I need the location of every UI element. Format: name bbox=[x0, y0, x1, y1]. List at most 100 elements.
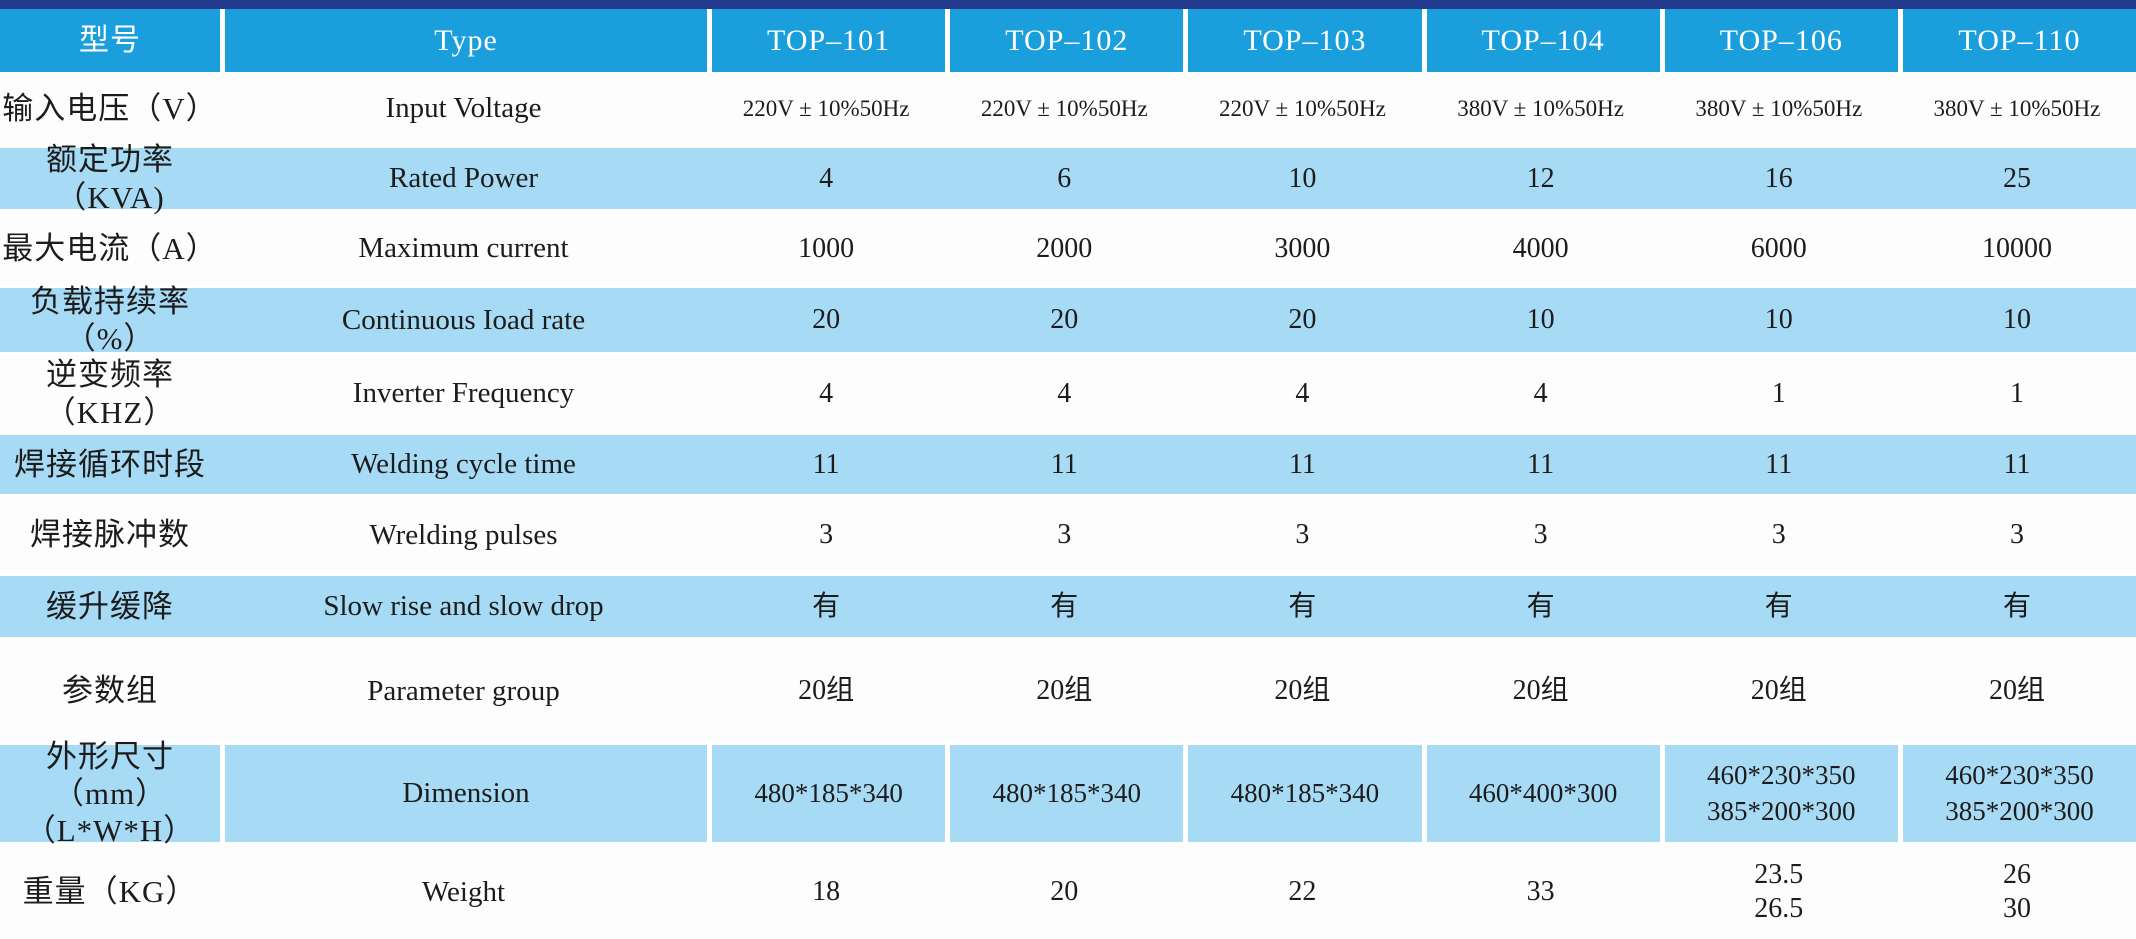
spec-value-cell: 25 bbox=[2002, 162, 2031, 194]
row-label-zh: 缓升缓降 bbox=[46, 588, 174, 624]
spec-value-cell: 有 bbox=[2002, 590, 2031, 622]
spec-value-cell: 2000 bbox=[1036, 232, 1093, 264]
spec-value-cell: 4 bbox=[819, 377, 834, 409]
spec-value-cell: 3 bbox=[1295, 519, 1310, 551]
row-label-en: Slow rise and slow drop bbox=[323, 590, 604, 623]
row-label-en: Welding cycle time bbox=[351, 448, 576, 481]
spec-value-cell: 10 bbox=[1288, 162, 1317, 194]
spec-value-cell: 12 bbox=[1526, 162, 1555, 194]
spec-value-cell: 380V ± 10%50Hz bbox=[1457, 95, 1624, 121]
spec-value-cell: 20组 bbox=[1274, 675, 1331, 707]
spec-value-cell: 220V ± 10%50Hz bbox=[1219, 95, 1386, 121]
spec-value-cell: 20 bbox=[1288, 304, 1317, 336]
header-label-en: Type bbox=[220, 9, 707, 72]
spec-value-cell: 480*185*340 bbox=[945, 745, 1183, 842]
spec-value-cell: 有 bbox=[1526, 590, 1555, 622]
spec-value-cell: 10 bbox=[2002, 304, 2031, 336]
spec-value-cell: 6000 bbox=[1750, 232, 1807, 264]
row-label-zh: 焊接循环时段 bbox=[14, 446, 206, 482]
spec-value-cell: 4 bbox=[1533, 377, 1548, 409]
spec-value-cell: 11 bbox=[1765, 448, 1793, 480]
spec-value-cell: 22 bbox=[1288, 876, 1317, 908]
spec-value-cell: 11 bbox=[1050, 448, 1078, 480]
model-header: TOP–102 bbox=[945, 9, 1183, 72]
spec-value-cell: 18 bbox=[812, 876, 841, 908]
spec-value-cell: 6 bbox=[1057, 162, 1072, 194]
row-label-en: Rated Power bbox=[389, 162, 538, 195]
row-label-en: Maximum current bbox=[358, 232, 569, 265]
spec-value-cell: 4 bbox=[1295, 377, 1310, 409]
table-row: 最大电流（A） Maximum current 1000 2000 3000 4000 60… bbox=[0, 212, 2136, 285]
spec-value-cell: 26 30 bbox=[2002, 859, 2031, 924]
row-label-en: Parameter group bbox=[367, 674, 560, 707]
row-label-zh: 输入电压（V） bbox=[2, 90, 218, 126]
spec-value-cell: 20 bbox=[1050, 304, 1079, 336]
spec-value-cell: 3 bbox=[1533, 519, 1548, 551]
spec-value-cell: 1 bbox=[2009, 377, 2024, 409]
table-row: 参数组 Parameter group 20组 20组 20组 20组 20组 20组 bbox=[0, 640, 2136, 742]
spec-value-cell: 3 bbox=[1771, 519, 1786, 551]
spec-value-cell: 480*185*340 bbox=[707, 745, 945, 842]
spec-value-cell: 3 bbox=[819, 519, 834, 551]
spec-value-cell: 4 bbox=[1057, 377, 1072, 409]
table-row: 焊接循环时段 Welding cycle time 11 11 11 11 11 11 bbox=[0, 432, 2136, 497]
table-rows: 型号 Type TOP–101 TOP–102 TOP–103 TOP–104 TOP–10… bbox=[0, 9, 2136, 939]
spec-value-cell: 460*230*350 385*200*300 bbox=[1897, 745, 2136, 842]
table-row: 缓升缓降 Slow rise and slow drop 有 有 有 有 有 有 bbox=[0, 573, 2136, 640]
spec-value-cell: 460*230*350 385*200*300 bbox=[1659, 745, 1898, 842]
spec-value-cell: 16 bbox=[1764, 162, 1793, 194]
spec-value-cell: 20 bbox=[812, 304, 841, 336]
row-label-en: Inverter Frequency bbox=[352, 377, 575, 410]
spec-value-cell: 460*400*300 bbox=[1421, 745, 1660, 842]
row-label-en: Weight bbox=[421, 875, 506, 908]
spec-value-cell: 380V ± 10%50Hz bbox=[1933, 95, 2101, 121]
row-label-zh: 重量（KG） bbox=[22, 874, 198, 910]
row-label-zh: 参数组 bbox=[62, 673, 158, 709]
row-label-en: Input Voltage bbox=[385, 92, 542, 125]
spec-value-cell: 20 bbox=[1050, 876, 1079, 908]
table-row: 输入电压（V） Input Voltage 220V ± 10%50Hz 220V ±… bbox=[0, 72, 2136, 145]
spec-value-cell: 有 bbox=[1288, 590, 1317, 622]
spec-value-cell: 3000 bbox=[1274, 232, 1331, 264]
row-label-zh: 逆变频率（KHZ） bbox=[44, 357, 176, 430]
spec-value-cell: 1000 bbox=[798, 232, 855, 264]
spec-value-cell: 20组 bbox=[1036, 675, 1093, 707]
spec-value-cell: 33 bbox=[1526, 876, 1555, 908]
row-label-zh: 最大电流（A） bbox=[2, 230, 218, 266]
spec-value-cell: 10000 bbox=[1981, 232, 2052, 264]
table-row: 负载持续率（%） Continuous Ioad rate 20 20 20 10 10 10 bbox=[0, 284, 2136, 356]
top-border-bar bbox=[0, 0, 2136, 9]
spec-value-cell: 有 bbox=[1764, 590, 1793, 622]
spec-value-cell: 11 bbox=[1527, 448, 1555, 480]
spec-value-cell: 20组 bbox=[1512, 675, 1569, 707]
row-label-en: Dimension bbox=[220, 745, 707, 842]
spec-value-cell: 380V ± 10%50Hz bbox=[1695, 95, 1863, 121]
spec-value-cell: 4 bbox=[819, 162, 834, 194]
spec-value-cell: 20组 bbox=[1988, 675, 2045, 707]
header-label-zh: 型号 bbox=[79, 23, 141, 57]
row-label-zh: 外形尺寸（mm） （L*W*H） bbox=[24, 738, 196, 849]
spec-value-cell: 220V ± 10%50Hz bbox=[980, 95, 1148, 121]
model-header: TOP–101 bbox=[707, 9, 945, 72]
spec-value-cell: 23.5 26.5 bbox=[1754, 859, 1804, 924]
row-label-zh: 额定功率（KVA) bbox=[46, 142, 174, 215]
spec-value-cell: 4000 bbox=[1512, 232, 1569, 264]
model-header: TOP–104 bbox=[1421, 9, 1660, 72]
spec-value-cell: 10 bbox=[1526, 304, 1555, 336]
spec-value-cell: 有 bbox=[812, 590, 841, 622]
row-label-zh: 焊接脉冲数 bbox=[30, 517, 190, 553]
table-row: 逆变频率（KHZ） Inverter Frequency 4 4 4 4 1 1 bbox=[0, 355, 2136, 432]
table-row: 重量（KG） Weight 18 20 22 33 23.5 26.5 26 30 bbox=[0, 845, 2136, 939]
row-label-en: Wrelding pulses bbox=[369, 518, 558, 551]
spec-value-cell: 11 bbox=[1288, 448, 1316, 480]
model-header: TOP–106 bbox=[1659, 9, 1898, 72]
spec-value-cell: 10 bbox=[1764, 304, 1793, 336]
row-label-en: Continuous Ioad rate bbox=[341, 303, 586, 336]
table-row: 外形尺寸（mm） （L*W*H） Dimension 480*185*340 480*… bbox=[0, 738, 2136, 849]
spec-value-cell: 20组 bbox=[798, 675, 855, 707]
spec-value-cell: 3 bbox=[1057, 519, 1072, 551]
spec-value-cell: 3 bbox=[2009, 519, 2024, 551]
header-row: 型号 Type TOP–101 TOP–102 TOP–103 TOP–104 TOP–10… bbox=[0, 9, 2136, 72]
table-row: 焊接脉冲数 Wrelding pulses 3 3 3 3 3 3 bbox=[0, 497, 2136, 573]
